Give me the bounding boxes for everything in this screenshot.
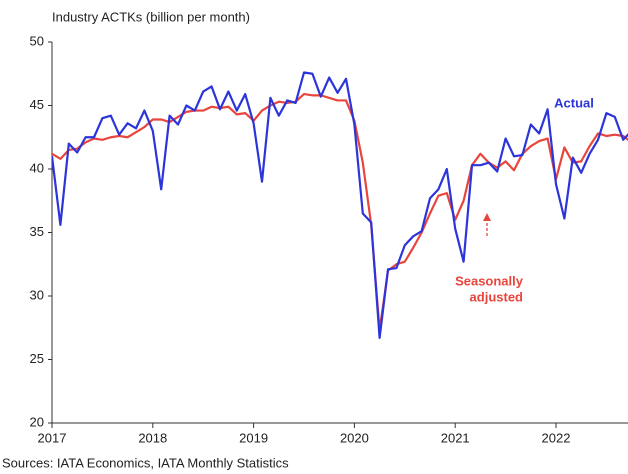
plot-area — [52, 71, 628, 340]
x-tick-label: 2017 — [38, 430, 67, 445]
y-tick-label: 45 — [30, 97, 44, 112]
y-tick-label: 20 — [30, 414, 44, 429]
legend-seasonally-adjusted: Seasonally — [455, 273, 524, 288]
legend-actual: Actual — [554, 95, 594, 110]
legend-seasonally-adjusted: adjusted — [470, 289, 524, 304]
x-tick-label: 2018 — [138, 430, 167, 445]
y-tick-label: 30 — [30, 287, 44, 302]
y-tick-label: 35 — [30, 224, 44, 239]
x-tick-label: 2020 — [340, 430, 369, 445]
x-tick-label: 2021 — [441, 430, 470, 445]
x-tick-label: 2019 — [239, 430, 268, 445]
y-tick-label: 50 — [30, 33, 44, 48]
y-axis-label: Industry ACTKs (billion per month) — [52, 9, 250, 24]
y-tick-label: 40 — [30, 160, 44, 175]
series-line — [52, 71, 628, 340]
x-tick-label: 2022 — [542, 430, 571, 445]
y-tick-label: 25 — [30, 351, 44, 366]
source: Sources: IATA Economics, IATA Monthly St… — [2, 455, 289, 470]
annotation-arrowhead — [483, 213, 491, 221]
